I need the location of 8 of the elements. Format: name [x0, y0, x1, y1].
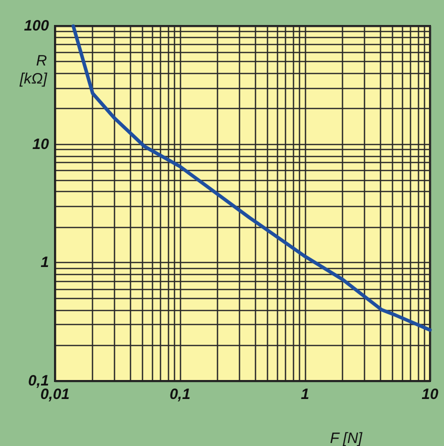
- x-tick-label: 1: [300, 386, 310, 403]
- x-tick-label: 10: [422, 386, 439, 403]
- y-tick-label: 10: [32, 136, 50, 153]
- x-axis-title: F [N]: [330, 430, 364, 446]
- y-tick-label: 1: [40, 254, 49, 272]
- y-axis-title: R [kΩ]: [18, 52, 48, 88]
- x-tick-label: 0,1: [170, 386, 190, 403]
- y-tick-label: 100: [24, 18, 50, 34]
